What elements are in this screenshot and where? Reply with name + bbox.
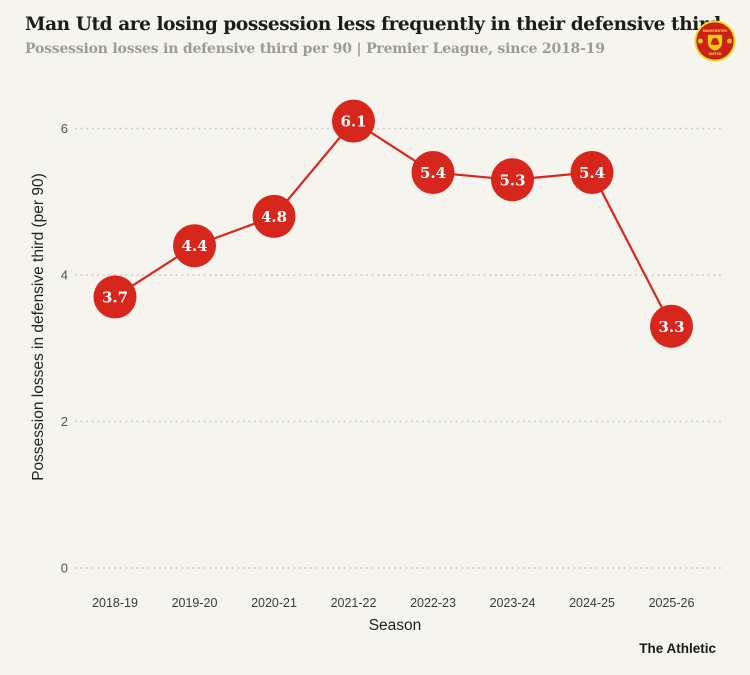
x-tick-label-2023-24: 2023-24 [490,596,536,610]
y-tick-label-4: 4 [61,268,68,283]
chart-header: Man Utd are losing possession less frequ… [25,14,721,57]
y-axis-title: Possession losses in defensive third (pe… [30,173,47,481]
data-point-label-2022-23: 5.4 [420,164,446,182]
crest-text-top: MANCHESTER [703,29,727,33]
x-tick-label-2020-21: 2020-21 [251,596,297,610]
x-tick-label-2025-26: 2025-26 [649,596,695,610]
data-point-2019-20 [173,224,216,268]
data-point-2018-19 [93,275,137,319]
data-point-2022-23 [411,150,455,194]
data-point-2025-26 [650,304,693,348]
data-point-label-2024-25: 5.4 [579,164,605,182]
data-point-2023-24 [491,158,534,202]
y-tick-label-2: 2 [61,414,68,429]
crest-text-bottom: UNITED [709,52,722,56]
y-tick-label-6: 6 [61,121,68,136]
crest-left-football [698,38,703,44]
data-point-2020-21 [252,194,296,238]
data-point-label-2025-26: 3.3 [658,318,684,336]
x-tick-label-2019-20: 2019-20 [172,596,218,610]
crest-right-football [727,38,732,44]
x-tick-label-2021-22: 2021-22 [331,596,377,610]
data-point-label-2018-19: 3.7 [102,288,128,306]
x-axis-title: Season [369,617,422,634]
x-tick-label-2024-25: 2024-25 [569,596,615,610]
data-point-2024-25 [570,150,614,194]
x-tick-label-2018-19: 2018-19 [92,596,138,610]
x-tick-label-2022-23: 2022-23 [410,596,456,610]
data-point-label-2021-22: 6.1 [340,113,366,131]
chart-subtitle: Possession losses in defensive third per… [25,41,605,57]
y-tick-label-0: 0 [61,561,68,576]
crest-red-devil [710,38,720,46]
data-point-label-2019-20: 4.4 [181,237,207,255]
chart-title: Man Utd are losing possession less frequ… [25,14,721,35]
data-point-label-2020-21: 4.8 [261,208,287,226]
data-point-label-2023-24: 5.3 [499,171,525,189]
man-utd-crest-logo: MANCHESTER UNITED [694,20,736,62]
data-point-2021-22 [332,99,375,143]
credit-the-athletic: The Athletic [639,641,716,656]
